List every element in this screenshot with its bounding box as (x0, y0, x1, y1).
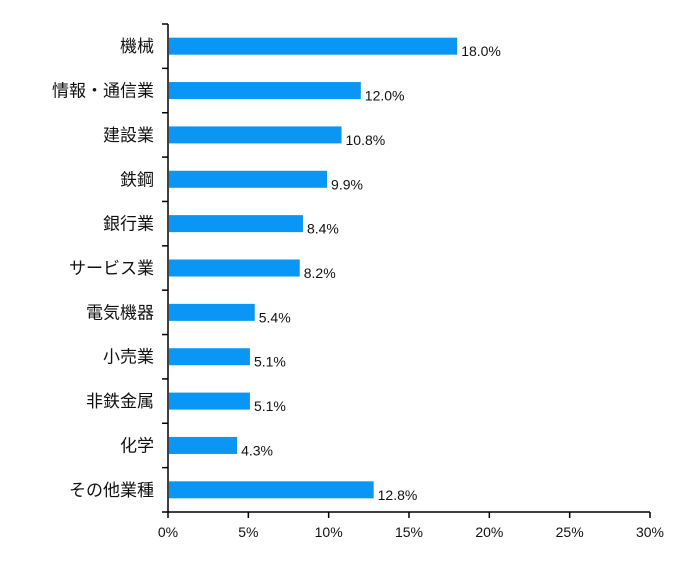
category-label: 機械 (120, 37, 154, 57)
category-label: 電気機器 (86, 303, 154, 323)
value-label: 5.1% (254, 354, 286, 370)
category-label: その他業種 (69, 481, 154, 501)
bar (169, 481, 374, 499)
value-label: 18.0% (461, 43, 501, 59)
bar (169, 170, 328, 188)
value-label: 10.8% (346, 132, 386, 148)
bar (169, 303, 255, 321)
value-label: 5.1% (254, 398, 286, 414)
category-label: 小売業 (103, 348, 154, 368)
bar (169, 126, 342, 144)
bar (169, 348, 250, 366)
category-label: 鉄鋼 (120, 170, 154, 190)
x-tick-label: 20% (475, 524, 503, 540)
x-tick-label: 15% (395, 524, 423, 540)
x-tick-label: 0% (158, 524, 178, 540)
category-label: 情報・通信業 (52, 82, 154, 102)
bar (169, 392, 250, 410)
value-label: 12.8% (378, 487, 418, 503)
value-label: 4.3% (241, 442, 273, 458)
bar (169, 82, 361, 100)
x-tick-label: 25% (556, 524, 584, 540)
bar (169, 215, 303, 233)
bar (169, 259, 300, 277)
category-label: サービス業 (69, 259, 154, 279)
value-label: 8.2% (304, 265, 336, 281)
labels: 0% 5% 10% 15% 20% 25% 30% 機械 18.0% 情報・通信業 12.0% 建設業… (52, 37, 664, 540)
category-label: 銀行業 (103, 215, 154, 235)
value-label: 9.9% (331, 176, 363, 192)
bar (169, 37, 458, 55)
category-label: 非鉄金属 (86, 392, 154, 412)
value-label: 12.0% (365, 88, 405, 104)
category-label: 化学 (120, 436, 154, 456)
axes (162, 23, 651, 518)
x-tick-label: 10% (315, 524, 343, 540)
x-tick-label: 30% (636, 524, 664, 540)
x-tick-label: 5% (238, 524, 258, 540)
value-label: 8.4% (307, 221, 339, 237)
value-label: 5.4% (259, 309, 291, 325)
bars (169, 37, 458, 499)
bar (169, 436, 238, 454)
category-label: 建設業 (103, 126, 154, 146)
